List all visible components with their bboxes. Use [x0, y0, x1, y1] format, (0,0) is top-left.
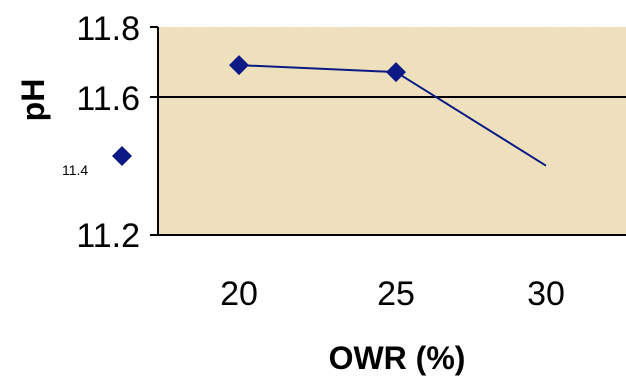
- x-axis-title: OWR (%): [329, 340, 466, 376]
- x-tick-label-25: 25: [377, 275, 415, 313]
- stray-marker: [112, 146, 132, 166]
- data-point-marker: [386, 62, 406, 83]
- y-tick-label-11-8: 11.8: [76, 10, 140, 48]
- series-pH: [229, 55, 547, 167]
- y-tick-label-11-2: 11.2: [76, 217, 140, 255]
- plot-area: [158, 27, 626, 235]
- stray-label: 11.4: [62, 162, 88, 178]
- x-tick-label-30: 30: [527, 275, 565, 313]
- x-tick-label-20: 20: [220, 275, 258, 313]
- y-tick-label-11-6: 11.6: [76, 80, 140, 118]
- data-point-marker: [229, 55, 249, 76]
- y-axis-title: pH: [15, 79, 51, 122]
